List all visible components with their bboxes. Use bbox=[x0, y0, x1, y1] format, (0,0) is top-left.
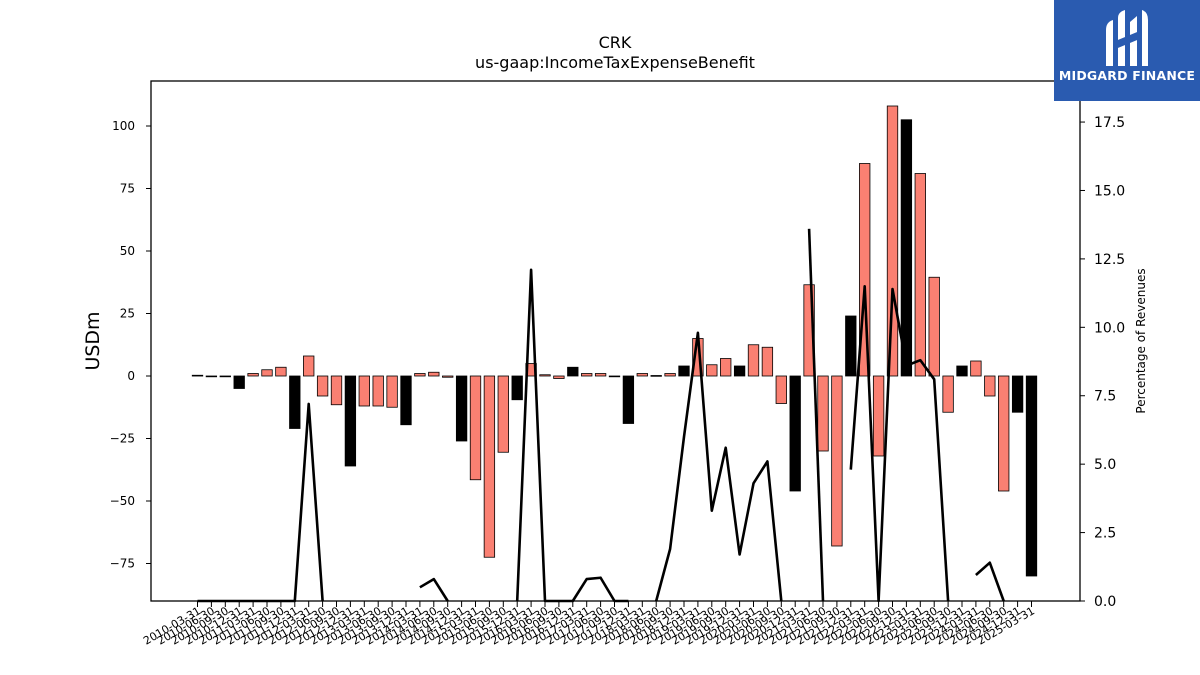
bar-2020-03-31 bbox=[747, 344, 760, 377]
bar-2024-12-31 bbox=[1011, 375, 1024, 413]
bar-2012-03-31 bbox=[303, 355, 315, 377]
secondary-y-axis-label: Percentage of Revenues bbox=[1134, 268, 1148, 413]
bar-2024-06-30 bbox=[984, 375, 996, 397]
bar-2019-09-30 bbox=[720, 358, 732, 377]
axes: −75 −50 −25 0 25 50 75 100 0.0 2.5 5.0 7.5 10.0 12.5 1… bbox=[110, 80, 1125, 648]
midgard-logo-icon bbox=[1106, 10, 1148, 66]
bar-2015-03-31 bbox=[469, 375, 482, 481]
bar-2020-12-31 bbox=[789, 375, 801, 492]
bar-2014-12-31 bbox=[455, 375, 468, 442]
line-segment bbox=[807, 228, 825, 602]
bar-2014-09-30 bbox=[442, 375, 454, 378]
bar-2017-09-30 bbox=[608, 375, 621, 378]
bar-2018-12-31 bbox=[678, 365, 690, 377]
bar-2013-03-31 bbox=[358, 375, 370, 407]
bar-2020-06-30 bbox=[761, 346, 774, 377]
y-tick-label: −75 bbox=[110, 557, 135, 571]
bar-2023-12-31 bbox=[956, 365, 968, 377]
y-axis-label: USDm bbox=[82, 311, 104, 370]
bar-2016-12-31 bbox=[567, 366, 579, 377]
chart-subtitle: us-gaap:IncomeTaxExpenseBenefit bbox=[475, 53, 755, 72]
y2-tick-label: 12.5 bbox=[1094, 252, 1125, 268]
bar-2022-03-31 bbox=[859, 163, 871, 377]
y-tick-label: 25 bbox=[120, 307, 135, 321]
bar-2023-06-30 bbox=[928, 276, 940, 377]
bar-2014-06-30 bbox=[428, 371, 440, 377]
y2-tick-label: 10.0 bbox=[1094, 320, 1125, 336]
bar-2022-06-30 bbox=[872, 375, 885, 457]
bar-2023-03-31 bbox=[914, 173, 926, 377]
y-tick-label: 75 bbox=[120, 182, 135, 196]
bar-2010-03-31 bbox=[191, 374, 204, 377]
bar-2011-12-31 bbox=[289, 375, 301, 429]
bar-2017-03-31 bbox=[581, 373, 593, 377]
line-series bbox=[197, 228, 1005, 603]
bar-2016-06-30 bbox=[539, 374, 551, 377]
line-segment bbox=[419, 577, 449, 602]
y-tick-label: −50 bbox=[110, 494, 135, 508]
plot-frame bbox=[150, 80, 1081, 602]
bar-2018-06-30 bbox=[650, 375, 662, 377]
bar-2017-06-30 bbox=[594, 373, 607, 377]
bar-2021-12-31 bbox=[845, 315, 857, 377]
bar-2023-09-30 bbox=[942, 375, 954, 413]
bar-2018-09-30 bbox=[664, 373, 676, 377]
bar-2013-06-30 bbox=[372, 375, 384, 407]
bar-2012-06-30 bbox=[316, 375, 329, 397]
chart-title: CRK bbox=[599, 33, 632, 52]
bar-2019-06-30 bbox=[706, 364, 718, 377]
y2-tick-label: 15.0 bbox=[1094, 183, 1125, 199]
line-segment bbox=[849, 284, 950, 603]
y2-tick-label: 0.0 bbox=[1094, 594, 1116, 610]
bar-2021-06-30 bbox=[817, 375, 829, 452]
bar-2011-06-30 bbox=[261, 369, 273, 377]
bar-2021-03-31 bbox=[803, 284, 815, 377]
bar-2019-12-31 bbox=[733, 365, 746, 377]
bar-2022-09-30 bbox=[886, 105, 899, 377]
bar-2022-12-31 bbox=[900, 119, 913, 377]
bar-2013-09-30 bbox=[386, 375, 398, 408]
bar-2010-09-30 bbox=[219, 375, 231, 378]
bar-2021-09-30 bbox=[831, 375, 843, 547]
bar-2025-03-31 bbox=[1025, 375, 1038, 577]
midgard-logo-text: MIDGARD FINANCE bbox=[1058, 68, 1196, 83]
y2-tick-label: 2.5 bbox=[1094, 526, 1116, 542]
y-tick-label: 0 bbox=[127, 369, 135, 383]
line-segment bbox=[197, 402, 324, 603]
bar-2024-09-30 bbox=[998, 375, 1010, 492]
bar-2014-03-31 bbox=[414, 373, 426, 377]
y2-tick-label: 17.5 bbox=[1094, 115, 1125, 131]
bar-2018-03-31 bbox=[636, 373, 648, 377]
bar-2010-06-30 bbox=[205, 375, 218, 378]
midgard-finance-logo: MIDGARD FINANCE bbox=[1054, 0, 1200, 101]
bar-2012-12-31 bbox=[344, 375, 357, 467]
bar-2010-12-31 bbox=[233, 375, 245, 389]
line-segment bbox=[515, 268, 629, 603]
bar-2020-09-30 bbox=[775, 375, 787, 404]
y-tick-label: 50 bbox=[120, 244, 135, 258]
bar-series bbox=[191, 105, 1038, 577]
bar-2011-09-30 bbox=[275, 366, 287, 377]
bar-2011-03-31 bbox=[247, 373, 259, 377]
y2-tick-label: 5.0 bbox=[1094, 457, 1116, 473]
line-segment bbox=[975, 561, 1005, 602]
bar-2015-06-30 bbox=[483, 375, 496, 558]
bar-2015-09-30 bbox=[497, 375, 509, 453]
y2-tick-label: 7.5 bbox=[1094, 389, 1116, 405]
bar-2013-12-31 bbox=[400, 375, 412, 426]
line-segment bbox=[654, 331, 783, 602]
bar-2012-09-30 bbox=[330, 375, 343, 406]
bar-2017-12-31 bbox=[622, 375, 635, 424]
bar-2015-12-31 bbox=[511, 375, 523, 401]
y-tick-label: −25 bbox=[110, 432, 135, 446]
y-tick-label: 100 bbox=[112, 119, 135, 133]
bar-2016-09-30 bbox=[553, 375, 565, 379]
bar-2024-03-31 bbox=[970, 360, 982, 377]
